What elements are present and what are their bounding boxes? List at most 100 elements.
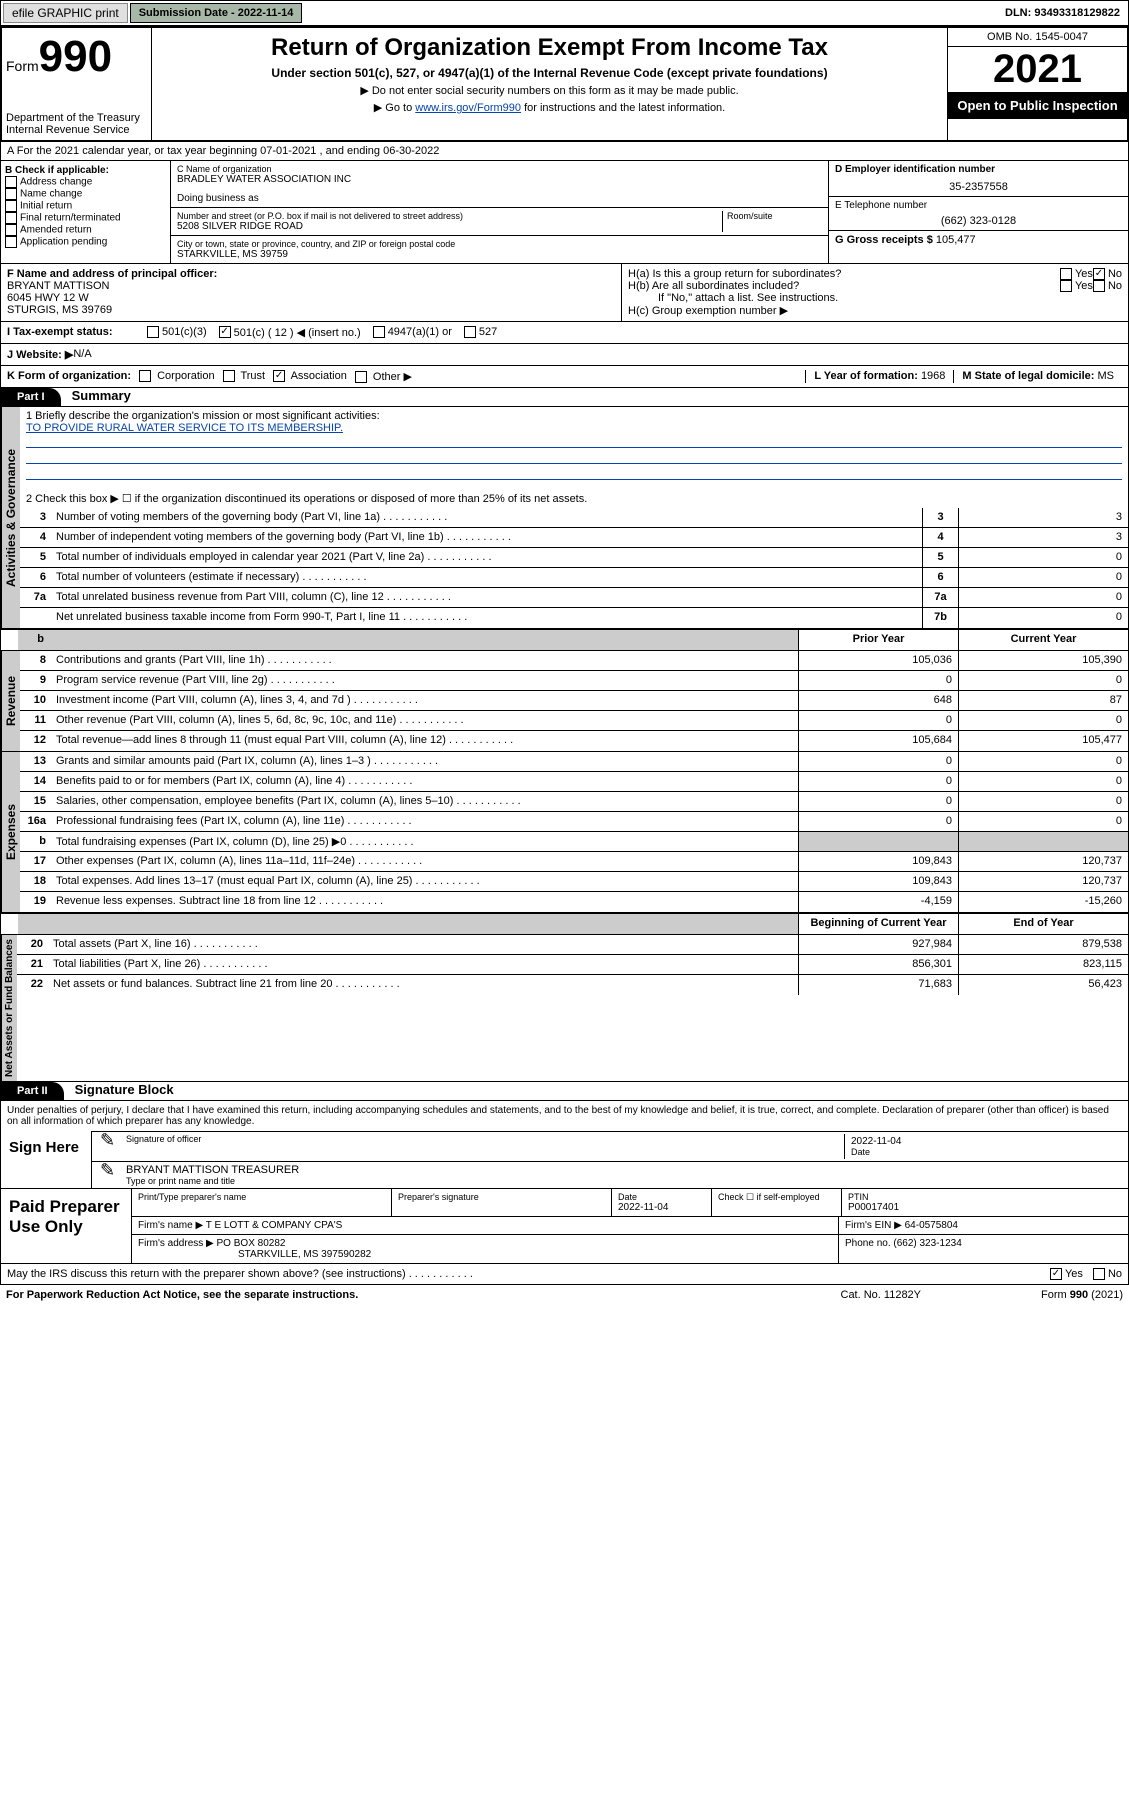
- chk-assoc[interactable]: ✓: [273, 370, 285, 382]
- prep-col4: PTIN: [848, 1192, 1122, 1202]
- dln: DLN: 93493318129822: [997, 4, 1128, 22]
- sig-date: 2022-11-04: [851, 1136, 1118, 1147]
- chk-final[interactable]: Final return/terminated: [5, 212, 166, 224]
- mission-block: 1 Briefly describe the organization's mi…: [20, 407, 1128, 508]
- subtitle-2: ▶ Do not enter social security numbers o…: [158, 84, 941, 97]
- irs-link[interactable]: www.irs.gov/Form990: [415, 102, 521, 114]
- section-net-hdr: . Beginning of Current YearEnd of Year: [0, 913, 1129, 935]
- data-line: 20Total assets (Part X, line 16)927,9848…: [17, 935, 1128, 955]
- discuss-text: May the IRS discuss this return with the…: [7, 1268, 1050, 1280]
- data-line: 18Total expenses. Add lines 13–17 (must …: [20, 872, 1128, 892]
- part2-title: Signature Block: [75, 1082, 174, 1097]
- firm-ein: 64-0575804: [905, 1220, 958, 1231]
- part2-badge: Part II: [1, 1082, 64, 1100]
- city: STARKVILLE, MS 39759: [177, 249, 822, 260]
- tax-year: 2021: [948, 47, 1127, 92]
- part1-title: Summary: [72, 388, 131, 403]
- section-net: Net Assets or Fund Balances 20Total asse…: [0, 935, 1129, 1082]
- year-form-lbl: L Year of formation:: [814, 370, 921, 382]
- chk-501c[interactable]: ✓: [219, 326, 231, 338]
- blank: b: [18, 630, 50, 650]
- footer-row: For Paperwork Reduction Act Notice, see …: [0, 1285, 1129, 1305]
- row-k: K Form of organization: Corporation Trus…: [0, 366, 1129, 388]
- gross-receipts: 105,477: [936, 234, 976, 246]
- gov-line: 7aTotal unrelated business revenue from …: [20, 588, 1128, 608]
- topbar: efile GRAPHIC print Submission Date - 20…: [0, 0, 1129, 26]
- tab-net: Net Assets or Fund Balances: [1, 935, 17, 1081]
- firm-phone-lbl: Phone no.: [845, 1238, 893, 1249]
- block-bc: B Check if applicable: Address change Na…: [0, 161, 1129, 264]
- ha-no[interactable]: ✓: [1093, 268, 1105, 280]
- firm-phone: (662) 323-1234: [893, 1238, 961, 1249]
- gov-line: 6Total number of volunteers (estimate if…: [20, 568, 1128, 588]
- row-j: J Website: ▶ N/A: [0, 344, 1129, 366]
- data-line: 17Other expenses (Part IX, column (A), l…: [20, 852, 1128, 872]
- sig-officer-lbl: Signature of officer: [126, 1134, 844, 1144]
- form-header: Form990 Department of the Treasury Inter…: [0, 26, 1129, 142]
- chk-4947[interactable]: [373, 326, 385, 338]
- officer-addr1: 6045 HWY 12 W: [7, 292, 615, 304]
- dba-lbl: Doing business as: [177, 193, 822, 204]
- city-lbl: City or town, state or province, country…: [177, 239, 822, 249]
- prep-check[interactable]: Check ☐ if self-employed: [718, 1192, 835, 1203]
- gov-line: 4Number of independent voting members of…: [20, 528, 1128, 548]
- firm-addr2: STARKVILLE, MS 397590282: [138, 1249, 832, 1260]
- ein: 35-2357558: [835, 181, 1122, 193]
- firm-addr1: PO BOX 80282: [217, 1238, 286, 1249]
- name-lbl: C Name of organization: [177, 164, 822, 174]
- chk-corp[interactable]: [139, 370, 151, 382]
- data-line: bTotal fundraising expenses (Part IX, co…: [20, 832, 1128, 852]
- chk-other[interactable]: [355, 371, 367, 383]
- chk-name[interactable]: Name change: [5, 188, 166, 200]
- section-governance: Activities & Governance 1 Briefly descri…: [0, 407, 1129, 629]
- pen-icon-2: ✎: [100, 1160, 115, 1181]
- signature-block: Under penalties of perjury, I declare th…: [0, 1101, 1129, 1189]
- officer-addr2: STURGIS, MS 39769: [7, 304, 615, 316]
- form-title: Return of Organization Exempt From Incom…: [158, 34, 941, 62]
- dept: Department of the Treasury: [6, 112, 147, 124]
- hb-no[interactable]: [1093, 280, 1105, 292]
- form-org-lbl: K Form of organization:: [7, 370, 131, 383]
- subtitle-3: ▶ Go to www.irs.gov/Form990 for instruct…: [158, 101, 941, 114]
- year-formation: 1968: [921, 370, 945, 382]
- officer-name: BRYANT MATTISON: [7, 280, 615, 292]
- data-line: 12Total revenue—add lines 8 through 11 (…: [20, 731, 1128, 751]
- col-c: C Name of organization BRADLEY WATER ASS…: [171, 161, 828, 263]
- ha-yes[interactable]: [1060, 268, 1072, 280]
- efile-button[interactable]: efile GRAPHIC print: [3, 3, 128, 23]
- street: 5208 SILVER RIDGE ROAD: [177, 221, 722, 232]
- current-year-hdr: Current Year: [958, 630, 1128, 650]
- hb-yes[interactable]: [1060, 280, 1072, 292]
- chk-pending[interactable]: Application pending: [5, 236, 166, 248]
- data-line: 13Grants and similar amounts paid (Part …: [20, 752, 1128, 772]
- firm-ein-lbl: Firm's EIN ▶: [845, 1220, 905, 1231]
- website-lbl: J Website: ▶: [7, 348, 73, 361]
- chk-address[interactable]: Address change: [5, 176, 166, 188]
- chk-527[interactable]: [464, 326, 476, 338]
- firm-name-lbl: Firm's name ▶: [138, 1220, 206, 1231]
- state-domicile: MS: [1098, 370, 1115, 382]
- hb-text: H(b) Are all subordinates included?: [628, 280, 1060, 292]
- beg-year-hdr: Beginning of Current Year: [798, 914, 958, 934]
- gov-line: Net unrelated business taxable income fr…: [20, 608, 1128, 628]
- discuss-no[interactable]: [1093, 1268, 1105, 1280]
- data-line: 9Program service revenue (Part VIII, lin…: [20, 671, 1128, 691]
- discuss-yes[interactable]: ✓: [1050, 1268, 1062, 1280]
- ein-lbl: D Employer identification number: [835, 164, 1122, 175]
- data-line: 21Total liabilities (Part X, line 26)856…: [17, 955, 1128, 975]
- col-b-hdr: B Check if applicable:: [5, 165, 166, 176]
- col-b: B Check if applicable: Address change Na…: [1, 161, 171, 263]
- chk-501c3[interactable]: [147, 326, 159, 338]
- open-inspection: Open to Public Inspection: [948, 92, 1127, 119]
- chk-initial[interactable]: Initial return: [5, 200, 166, 212]
- col-h: H(a) Is this a group return for subordin…: [621, 264, 1128, 321]
- chk-amended[interactable]: Amended return: [5, 224, 166, 236]
- data-line: 22Net assets or fund balances. Subtract …: [17, 975, 1128, 995]
- preparer-block: Paid Preparer Use Only Print/Type prepar…: [0, 1189, 1129, 1264]
- tab-revenue: Revenue: [1, 651, 20, 751]
- chk-trust[interactable]: [223, 370, 235, 382]
- tab-governance: Activities & Governance: [1, 407, 20, 628]
- pen-icon: ✎: [100, 1130, 115, 1151]
- sub3-pre: ▶ Go to: [374, 102, 415, 114]
- q2: 2 Check this box ▶ ☐ if the organization…: [26, 492, 1122, 505]
